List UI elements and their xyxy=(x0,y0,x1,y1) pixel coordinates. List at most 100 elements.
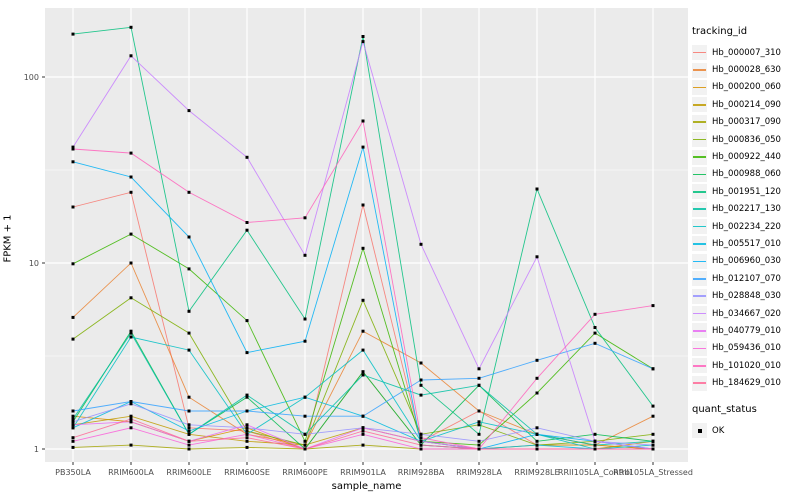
legend-item: Hb_000028_630 xyxy=(692,61,798,78)
x-tick-label: RRII105LA_Control xyxy=(558,468,632,477)
data-point xyxy=(535,391,539,395)
legend-item-label: Hb_184629_010 xyxy=(712,378,781,389)
data-point xyxy=(187,309,191,313)
data-point xyxy=(361,35,365,38)
x-tick-label: RRIM928LA xyxy=(456,468,502,477)
data-point xyxy=(303,443,307,447)
data-point xyxy=(535,358,539,362)
x-tick-label: RRIM600SE xyxy=(224,468,270,477)
data-point xyxy=(419,383,423,387)
data-point xyxy=(477,409,481,413)
data-point xyxy=(245,155,249,159)
legend-item: Hb_101020_010 xyxy=(692,357,798,374)
legend-item: Hb_000317_090 xyxy=(692,114,798,131)
data-point xyxy=(129,331,133,335)
data-point xyxy=(187,423,191,427)
legend-key-box xyxy=(692,340,707,356)
data-point xyxy=(361,119,365,123)
data-point xyxy=(187,395,191,399)
data-point xyxy=(361,298,365,302)
data-point xyxy=(593,331,597,335)
legend-key-box xyxy=(692,97,707,113)
data-point xyxy=(129,54,133,58)
legend-item: Hb_000007_310 xyxy=(692,44,798,61)
legend-item: Hb_000922_440 xyxy=(692,148,798,165)
data-point xyxy=(129,335,133,339)
data-point xyxy=(245,351,249,355)
legend-item-label: Hb_034667_020 xyxy=(712,308,781,319)
legend-key-box xyxy=(692,219,707,235)
data-point xyxy=(303,339,307,343)
data-point xyxy=(129,443,133,447)
legend-key-box xyxy=(692,253,707,269)
legend-item: Hb_000988_060 xyxy=(692,166,798,183)
data-point xyxy=(303,253,307,257)
data-point xyxy=(245,221,249,224)
legend-key-box xyxy=(692,62,707,78)
legend-item-label: Hb_000007_310 xyxy=(712,47,781,58)
data-point xyxy=(535,443,539,447)
data-point xyxy=(129,232,133,236)
data-point xyxy=(129,151,133,155)
data-point xyxy=(303,439,307,443)
legend-item-label: Hb_000836_050 xyxy=(712,134,781,145)
legend-item: Hb_000200_060 xyxy=(692,79,798,96)
data-point xyxy=(361,370,365,374)
data-point xyxy=(593,341,597,345)
legend-item: Hb_005517_010 xyxy=(692,235,798,252)
data-point xyxy=(651,304,655,308)
data-point xyxy=(71,436,75,440)
data-point xyxy=(593,447,597,451)
legend: tracking_id Hb_000007_310 Hb_000028_630 Hb… xyxy=(692,26,798,439)
data-point xyxy=(419,439,423,443)
data-point xyxy=(419,436,423,440)
legend-item-label: OK xyxy=(712,425,725,436)
data-point xyxy=(129,296,133,300)
data-point xyxy=(535,432,539,436)
data-point xyxy=(71,32,75,36)
legend-item: Hb_002234_220 xyxy=(692,218,798,235)
data-point xyxy=(651,414,655,418)
data-point xyxy=(361,145,365,149)
data-point xyxy=(71,337,75,341)
legend-item-label: Hb_001951_120 xyxy=(712,186,781,197)
data-point xyxy=(361,373,365,377)
data-point xyxy=(593,432,597,436)
data-point xyxy=(477,447,481,451)
legend-key-box xyxy=(692,236,707,252)
x-tick-label: RRIM928LE xyxy=(514,468,559,477)
x-tick-label: PB350LA xyxy=(55,468,91,477)
data-point xyxy=(245,432,249,436)
data-point xyxy=(651,443,655,447)
legend-item-label: Hb_040779_010 xyxy=(712,325,781,336)
legend-item: Hb_012107_070 xyxy=(692,270,798,287)
data-point xyxy=(129,402,133,406)
line-key-icon xyxy=(693,173,706,176)
data-point xyxy=(419,378,423,382)
legend-key-box xyxy=(692,149,707,165)
legend-item-label: Hb_000200_060 xyxy=(712,82,781,93)
data-point xyxy=(129,400,133,403)
data-point xyxy=(129,417,133,421)
data-point xyxy=(71,420,75,424)
data-point xyxy=(535,447,539,451)
legend-key-box xyxy=(692,306,707,322)
legend-item: Hb_000214_090 xyxy=(692,96,798,113)
legend-key-box xyxy=(692,79,707,95)
x-tick-label: RRII105LA_Stressed xyxy=(613,468,693,477)
legend-title-tracking-id: tracking_id xyxy=(692,26,748,37)
legend-item: Hb_034667_020 xyxy=(692,305,798,322)
legend-key-box xyxy=(692,45,707,61)
data-point xyxy=(245,439,249,443)
data-point xyxy=(129,426,133,430)
data-point xyxy=(419,361,423,365)
legend-item: Hb_000836_050 xyxy=(692,131,798,148)
x-tick-label: RRIM928BA xyxy=(398,468,445,477)
data-point xyxy=(593,312,597,316)
data-point xyxy=(361,348,365,352)
data-point xyxy=(651,432,655,436)
line-key-icon xyxy=(693,225,706,228)
data-point xyxy=(129,420,133,424)
